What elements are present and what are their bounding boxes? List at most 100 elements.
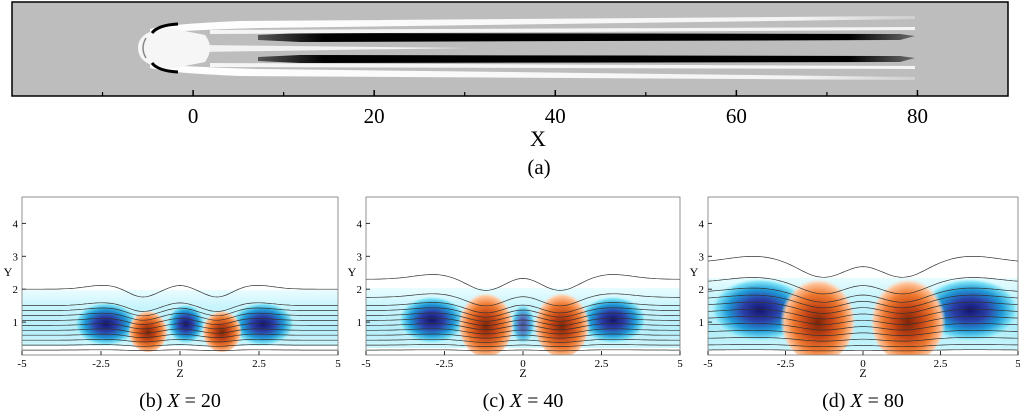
contour-line bbox=[708, 301, 1018, 314]
panel-b-caption: (b) X = 20 bbox=[139, 390, 221, 412]
plan-view-xtick-label: 40 bbox=[545, 104, 566, 128]
contour-line bbox=[708, 308, 1018, 320]
structure-neg-center bbox=[511, 304, 535, 344]
contour-line bbox=[366, 293, 680, 307]
contour-line bbox=[366, 307, 680, 318]
structure-pos-right bbox=[870, 274, 946, 355]
contour-line bbox=[22, 312, 338, 321]
ytick-label: 4 bbox=[699, 218, 705, 230]
contour-line bbox=[22, 285, 338, 298]
contour-line bbox=[22, 307, 338, 317]
contour-line bbox=[22, 349, 338, 351]
contour-line bbox=[708, 329, 1018, 336]
contour-line bbox=[366, 349, 680, 352]
contour-line bbox=[708, 294, 1018, 309]
panel-b-contours bbox=[22, 285, 338, 351]
contour-line bbox=[366, 333, 680, 339]
structure-pos-left bbox=[780, 274, 856, 355]
contour-line bbox=[708, 322, 1018, 331]
contour-line bbox=[366, 344, 680, 347]
streak-light-inner-upper bbox=[210, 27, 915, 34]
panel-d-axes: -5 -2.5 0 2.5 5 1 2 3 4 bbox=[699, 218, 1020, 370]
ytick-label: 1 bbox=[357, 317, 363, 329]
panel-b-axes: -5 -2.5 0 2.5 5 1 2 3 4 bbox=[13, 218, 342, 370]
panel-c-axes: -5 -2.5 0 2.5 5 1 2 3 4 bbox=[357, 218, 684, 370]
xtick-label: 2.5 bbox=[252, 358, 266, 370]
contour-line bbox=[22, 333, 338, 338]
contour-line bbox=[708, 315, 1018, 325]
ytick-label: 4 bbox=[357, 218, 363, 230]
xtick-label: 2.5 bbox=[595, 358, 609, 370]
xtick-label: -5 bbox=[361, 358, 371, 370]
xtick-label: 2.5 bbox=[934, 358, 948, 370]
ytick-label: 2 bbox=[699, 284, 705, 296]
structure-pos-left bbox=[458, 289, 514, 355]
plan-view-xlabel: X bbox=[530, 126, 546, 151]
roughness-element bbox=[138, 28, 210, 69]
xtick-label: 0 bbox=[177, 358, 183, 370]
xtick-label: 5 bbox=[1015, 358, 1020, 370]
contour-line bbox=[708, 287, 1018, 303]
contour-line bbox=[366, 323, 680, 331]
structure-pos-right bbox=[534, 289, 590, 355]
panel-a: 0 20 40 60 80 X (a) bbox=[11, 1, 1009, 179]
ytick-label: 3 bbox=[357, 251, 363, 263]
plan-view-xtick-label: 20 bbox=[364, 104, 385, 128]
ytick-label: 3 bbox=[13, 251, 19, 263]
contour-line bbox=[366, 328, 680, 335]
contour-line bbox=[366, 302, 680, 314]
ytick-label: 2 bbox=[13, 284, 19, 296]
contour-line bbox=[708, 277, 1018, 295]
plan-view-x-axis: 0 20 40 60 80 bbox=[101, 90, 928, 128]
xtick-label: 5 bbox=[677, 358, 683, 370]
ytick-label: 3 bbox=[699, 251, 705, 263]
panel-b: -5 -2.5 0 2.5 5 1 2 3 4 Z Y (b) X = 20 bbox=[4, 196, 342, 412]
streak-dark-upper bbox=[258, 33, 915, 42]
panel-b-ylabel: Y bbox=[4, 265, 13, 279]
structure-neg-right bbox=[579, 296, 647, 344]
contour-line bbox=[22, 302, 338, 312]
panel-c: -5 -2.5 0 2.5 5 1 2 3 4 Z Y (c) X = 40 bbox=[348, 196, 684, 412]
contour-line bbox=[22, 328, 338, 334]
contour-line bbox=[708, 349, 1018, 352]
panel-c-ylabel: Y bbox=[348, 265, 357, 279]
structure-neg-left bbox=[398, 296, 466, 344]
ytick-label: 1 bbox=[699, 317, 705, 329]
contour-line bbox=[708, 337, 1018, 342]
streak-dark-lower bbox=[258, 55, 915, 63]
panel-d-caption: (d) X = 80 bbox=[822, 390, 904, 412]
contour-line bbox=[708, 344, 1018, 348]
panel-b-field bbox=[22, 285, 338, 352]
roughness-edge-upper bbox=[150, 22, 179, 34]
xtick-label: -5 bbox=[703, 358, 713, 370]
xtick-label: -2.5 bbox=[92, 358, 110, 370]
streak-light-inner-lower bbox=[210, 63, 915, 69]
panel-d-ylabel: Y bbox=[690, 265, 699, 279]
panel-a-caption: (a) bbox=[527, 155, 550, 179]
panel-d-field bbox=[708, 256, 1018, 355]
ytick-label: 4 bbox=[13, 218, 19, 230]
roughness-edge-lower bbox=[150, 62, 179, 74]
panel-b-xlabel: Z bbox=[176, 366, 183, 380]
ytick-label: 2 bbox=[357, 284, 363, 296]
xtick-label: 0 bbox=[860, 358, 866, 370]
plan-view-xtick-label: 60 bbox=[726, 104, 747, 128]
contour-line bbox=[366, 312, 680, 322]
roughness-arc bbox=[142, 37, 147, 59]
xtick-label: -2.5 bbox=[777, 358, 795, 370]
streak-light-lower bbox=[150, 64, 915, 80]
xtick-label: 0 bbox=[520, 358, 526, 370]
panel-c-contours bbox=[366, 274, 680, 352]
plan-view-xtick-label: 80 bbox=[907, 104, 928, 128]
panel-c-caption: (c) X = 40 bbox=[483, 390, 564, 412]
panel-d-contours bbox=[708, 256, 1018, 352]
contour-line bbox=[708, 256, 1018, 278]
contour-line bbox=[22, 318, 338, 325]
contour-line bbox=[22, 338, 338, 343]
plan-view-streaks bbox=[138, 16, 915, 80]
panel-d-xlabel: Z bbox=[859, 366, 866, 380]
contour-line bbox=[366, 274, 680, 291]
contour-line bbox=[366, 317, 680, 326]
contour-line bbox=[366, 338, 680, 343]
